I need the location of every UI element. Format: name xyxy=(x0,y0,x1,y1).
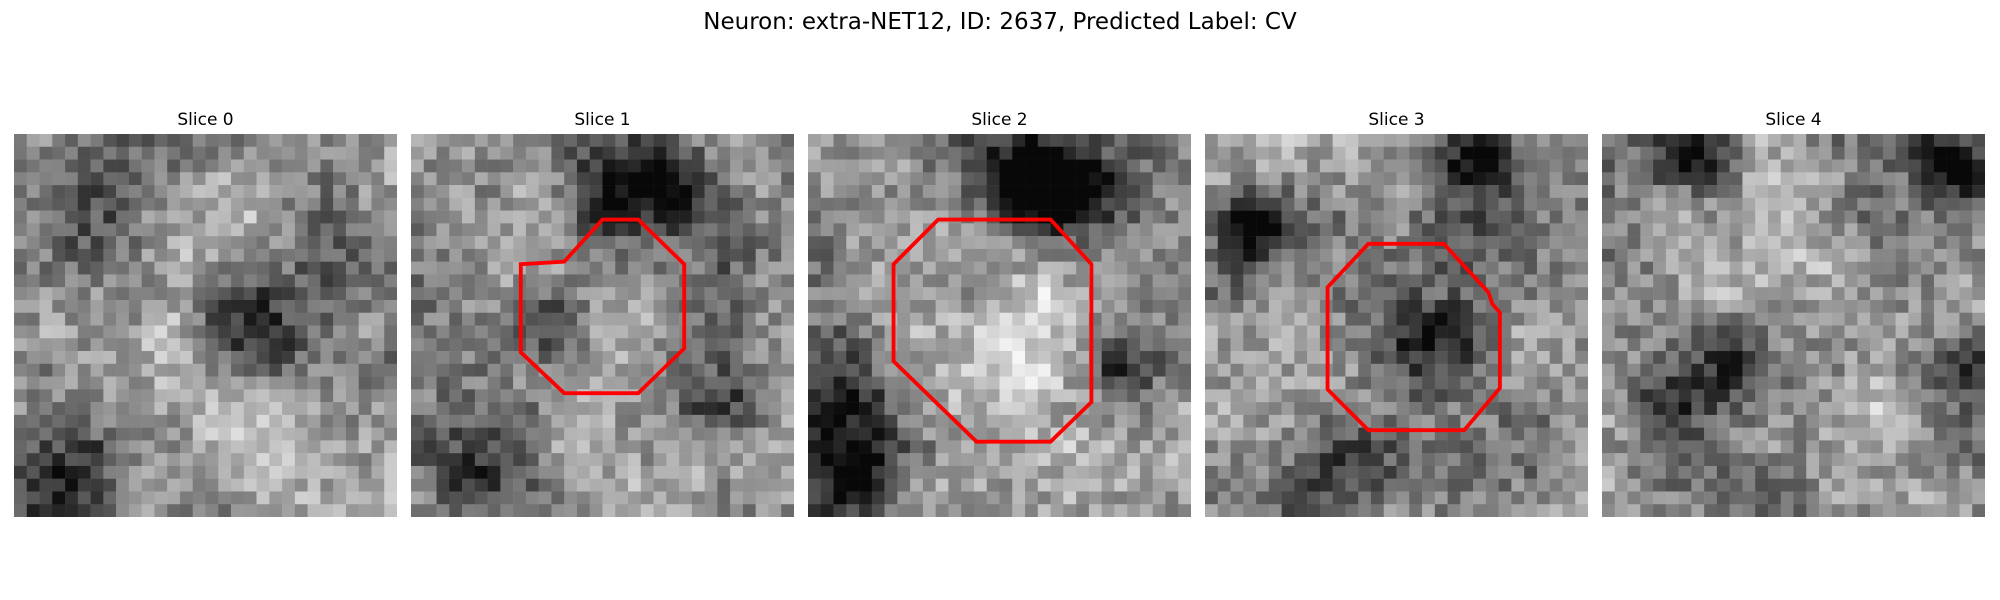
slice-panel-4: Slice 4 xyxy=(1602,109,1985,529)
slice-image-1 xyxy=(411,134,794,517)
cell-outline-2 xyxy=(891,217,1094,444)
slice-title-4: Slice 4 xyxy=(1765,110,1822,130)
slice-title-2: Slice 2 xyxy=(971,110,1028,130)
slice-image-4 xyxy=(1602,134,1985,517)
figure-title: Neuron: extra-NET12, ID: 2637, Predicted… xyxy=(703,9,1297,35)
slice-title-0: Slice 0 xyxy=(177,110,234,130)
slice-title-3: Slice 3 xyxy=(1368,110,1425,130)
slice-image-0 xyxy=(14,134,397,517)
slice-panel-1: Slice 1 xyxy=(411,109,794,529)
slice-image-2 xyxy=(808,134,1191,517)
slice-panel-2: Slice 2 xyxy=(808,109,1191,529)
cell-outline-1 xyxy=(518,217,687,396)
slice-panel-0: Slice 0 xyxy=(14,109,397,529)
slice-panel-3: Slice 3 xyxy=(1205,109,1588,529)
slice-image-3 xyxy=(1205,134,1588,517)
cell-outline-3 xyxy=(1325,241,1502,433)
slice-title-1: Slice 1 xyxy=(574,110,631,130)
